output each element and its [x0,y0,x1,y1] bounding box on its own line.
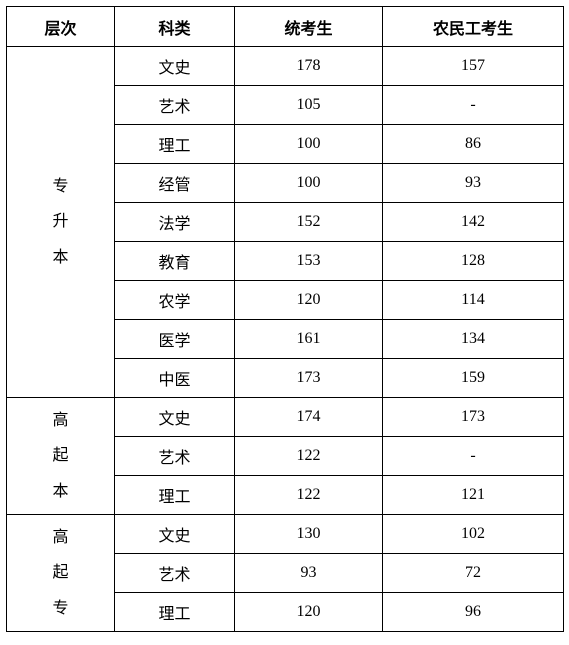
score1-cell: 100 [235,164,383,203]
score2-cell: - [383,437,564,476]
score1-cell: 178 [235,47,383,86]
score2-cell: 86 [383,125,564,164]
level-label: 高起本 [7,403,114,509]
level-char: 本 [7,240,114,275]
level-cell: 高起专 [7,515,115,632]
score2-cell: 121 [383,476,564,515]
table-row: 高起专文史130102 [7,515,564,554]
score2-cell: 173 [383,398,564,437]
level-char: 起 [7,555,114,590]
score1-cell: 100 [235,125,383,164]
score1-cell: 120 [235,281,383,320]
category-cell: 教育 [115,242,235,281]
score1-cell: 174 [235,398,383,437]
score2-cell: 134 [383,320,564,359]
score-table: 层次 科类 统考生 农民工考生 专升本文史178157艺术105-理工10086… [6,6,564,632]
score1-cell: 161 [235,320,383,359]
score2-cell: 128 [383,242,564,281]
score1-cell: 120 [235,593,383,632]
table-body: 专升本文史178157艺术105-理工10086经管10093法学152142教… [7,47,564,632]
header-category: 科类 [115,7,235,47]
table-row: 高起本文史174173 [7,398,564,437]
level-label: 专升本 [7,169,114,275]
score2-cell: - [383,86,564,125]
category-cell: 文史 [115,398,235,437]
score1-cell: 173 [235,359,383,398]
score1-cell: 130 [235,515,383,554]
score1-cell: 152 [235,203,383,242]
category-cell: 理工 [115,476,235,515]
level-label: 高起专 [7,520,114,626]
level-char: 专 [7,591,114,626]
score2-cell: 142 [383,203,564,242]
category-cell: 农学 [115,281,235,320]
score1-cell: 93 [235,554,383,593]
header-score2: 农民工考生 [383,7,564,47]
category-cell: 中医 [115,359,235,398]
score2-cell: 159 [383,359,564,398]
header-score1: 统考生 [235,7,383,47]
score2-cell: 114 [383,281,564,320]
level-cell: 高起本 [7,398,115,515]
level-char: 高 [7,403,114,438]
category-cell: 医学 [115,320,235,359]
level-char: 本 [7,474,114,509]
category-cell: 艺术 [115,437,235,476]
score1-cell: 122 [235,437,383,476]
score1-cell: 153 [235,242,383,281]
table-header-row: 层次 科类 统考生 农民工考生 [7,7,564,47]
level-cell: 专升本 [7,47,115,398]
table-row: 专升本文史178157 [7,47,564,86]
score1-cell: 122 [235,476,383,515]
header-level: 层次 [7,7,115,47]
level-char: 起 [7,438,114,473]
score2-cell: 157 [383,47,564,86]
level-char: 升 [7,204,114,239]
level-char: 高 [7,520,114,555]
category-cell: 理工 [115,593,235,632]
category-cell: 法学 [115,203,235,242]
category-cell: 文史 [115,47,235,86]
category-cell: 艺术 [115,86,235,125]
category-cell: 经管 [115,164,235,203]
score1-cell: 105 [235,86,383,125]
level-char: 专 [7,169,114,204]
category-cell: 理工 [115,125,235,164]
score2-cell: 102 [383,515,564,554]
score2-cell: 93 [383,164,564,203]
category-cell: 艺术 [115,554,235,593]
category-cell: 文史 [115,515,235,554]
score2-cell: 96 [383,593,564,632]
score2-cell: 72 [383,554,564,593]
